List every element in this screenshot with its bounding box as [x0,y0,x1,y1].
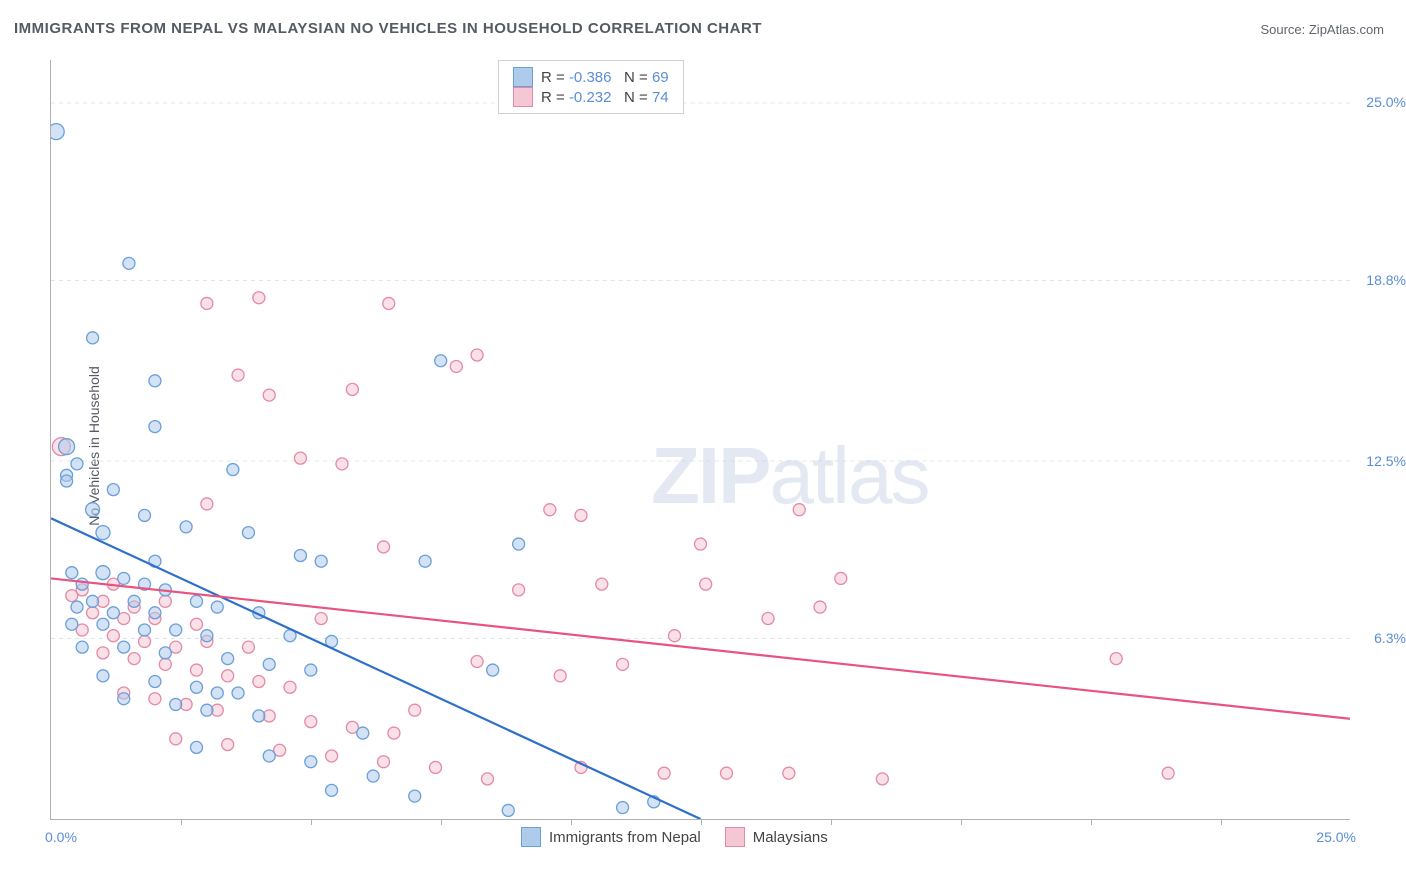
x-minor-tick [311,819,312,825]
chart-source: Source: ZipAtlas.com [1260,22,1384,37]
legend-swatch-bottom-series1 [521,827,541,847]
y-tick-label: 6.3% [1374,630,1406,646]
x-tick-left: 0.0% [45,829,77,845]
y-tick-label: 12.5% [1366,453,1406,469]
chart-title: IMMIGRANTS FROM NEPAL VS MALAYSIAN NO VE… [14,20,762,37]
correlation-chart: IMMIGRANTS FROM NEPAL VS MALAYSIAN NO VE… [0,0,1406,892]
legend-series-box: Immigrants from Nepal Malaysians [521,827,828,847]
plot-area: ZIPatlas R = -0.386 N = 69 R = -0.232 N … [50,60,1350,820]
x-minor-tick [441,819,442,825]
legend-row-series2: R = -0.232 N = 74 [513,87,669,107]
watermark: ZIPatlas [651,430,928,522]
x-minor-tick [181,819,182,825]
legend-swatch-series2 [513,87,533,107]
watermark-zip: ZIP [651,431,769,520]
y-tick-label: 18.8% [1366,272,1406,288]
legend-label-series1: Immigrants from Nepal [549,829,701,846]
legend-swatch-series1 [513,67,533,87]
x-minor-tick [1091,819,1092,825]
x-minor-tick [571,819,572,825]
legend-label-series2: Malaysians [753,829,828,846]
y-tick-label: 25.0% [1366,94,1406,110]
watermark-atlas: atlas [769,431,928,520]
x-minor-tick [701,819,702,825]
legend-correlation-box: R = -0.386 N = 69 R = -0.232 N = 74 [498,60,684,114]
legend-item-series1: Immigrants from Nepal [521,827,701,847]
legend-item-series2: Malaysians [725,827,828,847]
x-minor-tick [961,819,962,825]
legend-r-series1: R = -0.386 N = 69 [541,69,669,86]
legend-row-series1: R = -0.386 N = 69 [513,67,669,87]
x-minor-tick [1221,819,1222,825]
legend-r-series2: R = -0.232 N = 74 [541,89,669,106]
x-tick-right: 25.0% [1316,829,1356,845]
legend-swatch-bottom-series2 [725,827,745,847]
x-minor-tick [831,819,832,825]
